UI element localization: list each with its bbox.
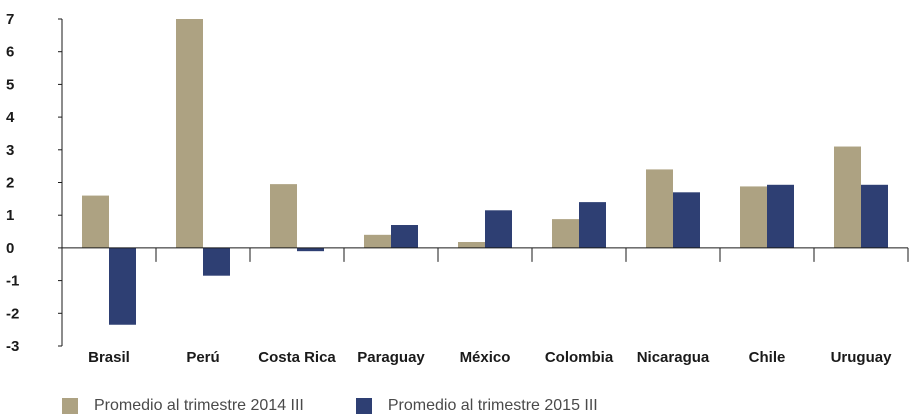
bar-uruguay-2015 xyxy=(861,184,888,248)
y-tick-label: -3 xyxy=(6,338,19,355)
bar-paraguay-2014 xyxy=(364,234,391,248)
bar-peru-2015 xyxy=(203,247,230,276)
y-tick-label: 3 xyxy=(6,142,14,159)
x-tick-label-colombia: Colombia xyxy=(545,349,614,366)
bar-peru-2014 xyxy=(176,19,203,248)
x-tick-label-nicaragua: Nicaragua xyxy=(637,349,710,366)
legend-label-2014: Promedio al trimestre 2014 III xyxy=(94,397,304,414)
bar-costa-rica-2014 xyxy=(270,184,297,248)
x-tick-label-paraguay: Paraguay xyxy=(357,349,425,366)
legend: Promedio al trimestre 2014 III Promedio … xyxy=(62,397,598,415)
y-tick-label: 7 xyxy=(6,11,14,28)
bar-colombia-2015 xyxy=(579,202,606,248)
x-tick-label-mexico: México xyxy=(460,349,511,366)
legend-item-2015: Promedio al trimestre 2015 III xyxy=(355,397,598,415)
x-tick-label-uruguay: Uruguay xyxy=(831,349,893,366)
y-tick-labels: 7 6 5 4 3 2 1 0 -1 -2 -3 xyxy=(6,11,19,355)
legend-swatch-2014 xyxy=(62,398,78,414)
x-tick-label-costa-rica: Costa Rica xyxy=(258,349,336,366)
bar-mexico-2014 xyxy=(458,242,485,248)
y-tick-label: 2 xyxy=(6,175,14,192)
bar-chile-2014 xyxy=(740,186,767,248)
bar-costa-rica-2015 xyxy=(297,247,324,252)
bar-nicaragua-2014 xyxy=(646,169,673,248)
axes-group xyxy=(58,18,909,347)
legend-swatch-2015 xyxy=(355,398,372,414)
legend-item-2014: Promedio al trimestre 2014 III xyxy=(62,397,304,415)
y-tick-label: 6 xyxy=(6,44,14,61)
x-tick-label-brasil: Brasil xyxy=(88,349,130,366)
bar-chile-2015 xyxy=(767,184,794,248)
bar-uruguay-2014 xyxy=(834,146,861,248)
bars-group xyxy=(82,19,888,325)
bar-paraguay-2015 xyxy=(391,225,418,248)
bar-nicaragua-2015 xyxy=(673,192,700,248)
y-tick-label: 4 xyxy=(6,109,15,126)
y-tick-label: 0 xyxy=(6,240,14,257)
y-tick-label: 5 xyxy=(6,76,14,93)
legend-label-2015: Promedio al trimestre 2015 III xyxy=(387,397,598,414)
bar-brasil-2015 xyxy=(109,247,136,325)
y-tick-label: -1 xyxy=(6,273,19,290)
x-tick-label-peru: Perú xyxy=(186,349,219,366)
y-tick-label: -2 xyxy=(6,305,19,322)
bar-chart: 7 6 5 4 3 2 1 0 -1 -2 -3 Brasil Perú Costa Rica Parag… xyxy=(6,11,909,366)
bar-brasil-2014 xyxy=(82,195,109,248)
bar-colombia-2014 xyxy=(552,219,579,248)
y-tick-label: 1 xyxy=(6,207,14,224)
x-tick-label-chile: Chile xyxy=(749,349,786,366)
x-tick-labels: Brasil Perú Costa Rica Paraguay México Colomb… xyxy=(88,349,892,366)
bar-mexico-2015 xyxy=(485,210,512,248)
